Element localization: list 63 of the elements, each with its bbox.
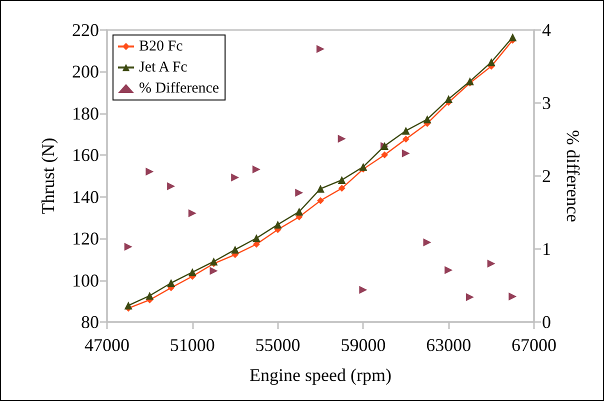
point [444,95,453,104]
y-tick-label: 160 [72,145,99,166]
point [146,168,154,176]
point [167,182,176,190]
point [338,134,346,143]
y2-axis-title: % difference [563,130,583,222]
point [295,208,304,216]
point [423,115,432,124]
x-axis-title: Engine speed (rpm) [250,365,392,385]
point [402,149,410,158]
y-tick-label: 120 [72,228,99,249]
y-tick-label: 140 [72,186,99,207]
point [317,197,324,204]
point [402,126,410,135]
x-tick-label: 55000 [255,335,300,355]
y-tick-label: 180 [72,103,99,124]
point [167,278,176,287]
legend-label: % Difference [139,80,220,96]
point [466,293,474,302]
point [381,151,388,158]
point [188,268,196,276]
point [316,184,324,193]
point [188,209,196,218]
point [210,266,218,275]
point [423,238,432,246]
point [338,176,346,184]
point [487,260,496,268]
point [146,292,154,300]
point [231,246,240,254]
y-tick-label: 220 [72,20,99,40]
x-tick-label: 63000 [426,335,472,355]
point [359,286,368,294]
point [252,234,260,242]
point [295,188,304,197]
point [444,266,453,274]
point [210,258,218,266]
y2-tick-label: 1 [542,239,551,259]
x-tick-label: 51000 [170,335,215,355]
x-tick-label: 59000 [340,335,386,355]
y-axis-title: Thrust (N) [38,138,58,214]
point [402,136,410,143]
y2-tick-label: 3 [542,93,551,113]
y-tick-label: 80 [81,312,99,332]
y-tick-label: 100 [72,270,99,290]
point [359,162,368,171]
point [508,33,517,42]
legend-label: B20 Fc [139,38,184,54]
y2-tick-label: 0 [542,312,551,332]
point [252,165,260,174]
point [338,184,346,192]
y2-tick-label: 2 [542,166,551,186]
point [316,44,324,53]
point [124,242,132,251]
point [124,302,132,310]
x-tick-label: 67000 [512,335,556,355]
y-tick-label: 200 [72,62,99,82]
x-tick-label: 47000 [84,335,130,355]
point [508,292,517,300]
legend-label: Jet A Fc [139,60,188,76]
point [231,173,240,182]
point [274,220,282,229]
y2-tick-label: 4 [542,20,551,40]
point [487,58,496,66]
